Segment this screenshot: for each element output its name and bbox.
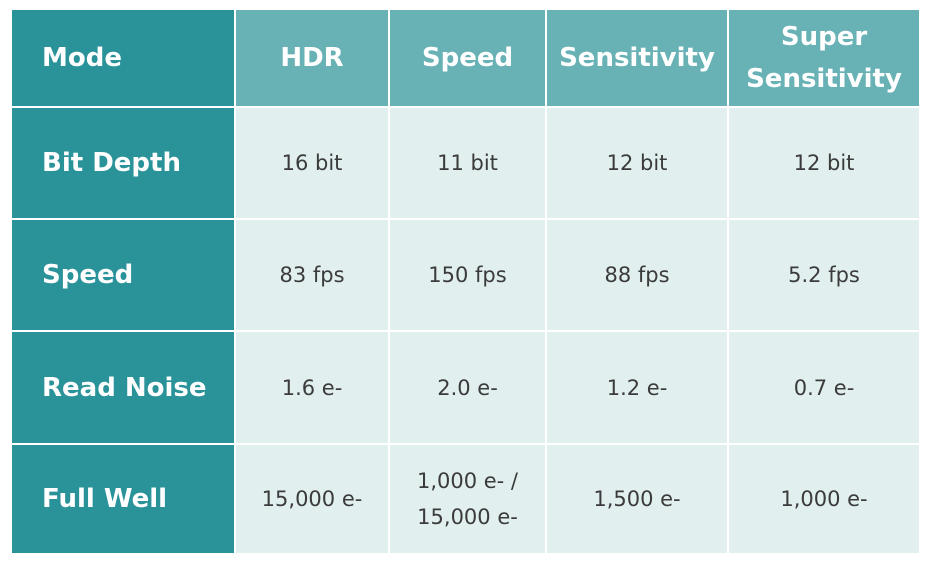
cell-full-well-speed-line2: 15,000 e- [417, 505, 518, 529]
cell-speed-hdr: 83 fps [236, 220, 390, 332]
cell-full-well-speed-line1: 1,000 e- / [416, 469, 519, 493]
cell-full-well-hdr: 15,000 e- [236, 445, 390, 553]
cell-read-noise-super-sensitivity: 0.7 e- [729, 332, 919, 445]
cell-bit-depth-speed: 11 bit [390, 108, 547, 220]
spec-comparison-table: Mode HDR Speed Sensitivity Super Sensiti… [12, 10, 919, 553]
cell-bit-depth-hdr: 16 bit [236, 108, 390, 220]
mode-header: Mode [12, 10, 236, 108]
cell-full-well-sensitivity: 1,500 e- [547, 445, 729, 553]
cell-speed-super-sensitivity: 5.2 fps [729, 220, 919, 332]
cell-bit-depth-sensitivity: 12 bit [547, 108, 729, 220]
cell-full-well-speed: 1,000 e- / 15,000 e- [390, 445, 547, 553]
row-header-speed: Speed [12, 220, 236, 332]
column-header-super-sensitivity: Super Sensitivity [729, 10, 919, 108]
row-header-full-well: Full Well [12, 445, 236, 553]
cell-full-well-super-sensitivity: 1,000 e- [729, 445, 919, 553]
cell-speed-speed: 150 fps [390, 220, 547, 332]
column-header-super-line1: Super [780, 22, 868, 52]
column-header-sensitivity: Sensitivity [547, 10, 729, 108]
cell-bit-depth-super-sensitivity: 12 bit [729, 108, 919, 220]
cell-speed-sensitivity: 88 fps [547, 220, 729, 332]
table-row-speed: Speed 83 fps 150 fps 88 fps 5.2 fps [12, 220, 919, 332]
row-header-read-noise: Read Noise [12, 332, 236, 445]
column-header-super-line2: Sensitivity [746, 64, 902, 94]
column-header-speed: Speed [390, 10, 547, 108]
column-header-hdr: HDR [236, 10, 390, 108]
cell-read-noise-hdr: 1.6 e- [236, 332, 390, 445]
cell-read-noise-speed: 2.0 e- [390, 332, 547, 445]
header-row: Mode HDR Speed Sensitivity Super Sensiti… [12, 10, 919, 108]
cell-read-noise-sensitivity: 1.2 e- [547, 332, 729, 445]
table-row-bit-depth: Bit Depth 16 bit 11 bit 12 bit 12 bit [12, 108, 919, 220]
table-row-read-noise: Read Noise 1.6 e- 2.0 e- 1.2 e- 0.7 e- [12, 332, 919, 445]
table-row-full-well: Full Well 15,000 e- 1,000 e- / 15,000 e-… [12, 445, 919, 553]
row-header-bit-depth: Bit Depth [12, 108, 236, 220]
